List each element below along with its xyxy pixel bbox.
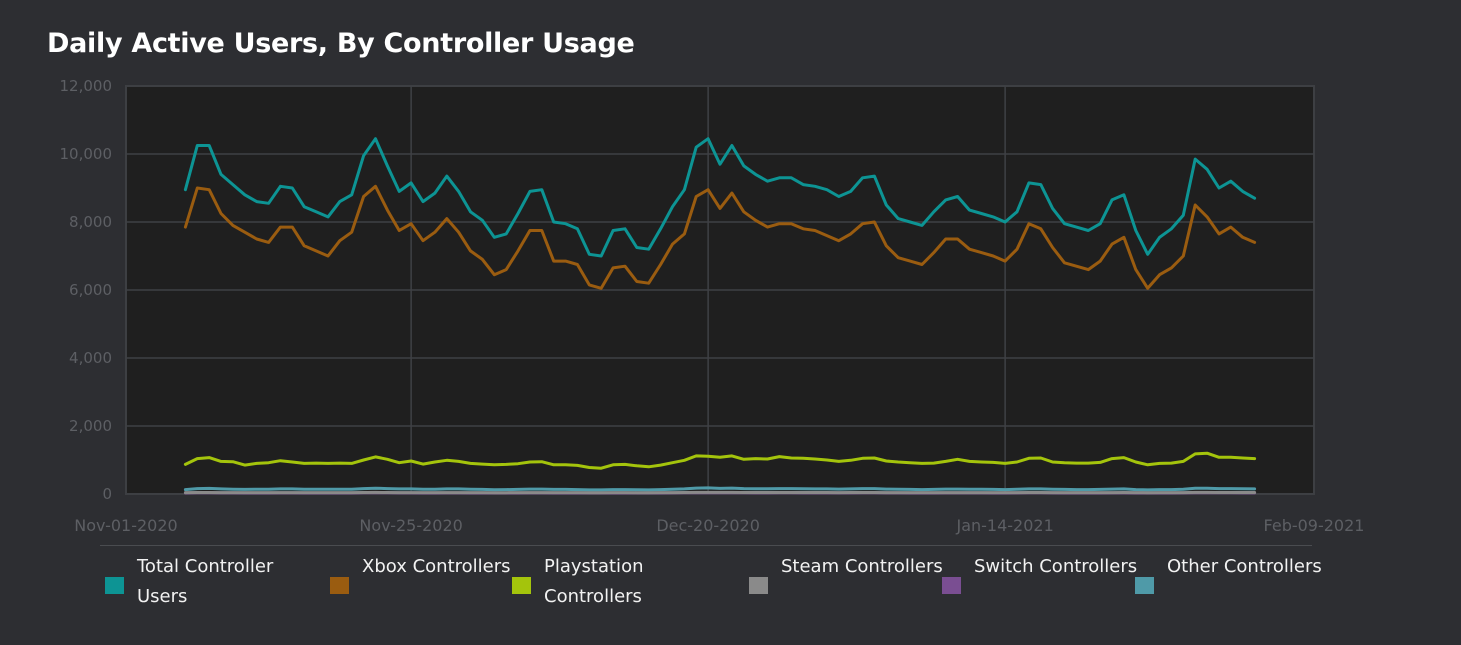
x-tick-label: Jan-14-2021 xyxy=(955,516,1053,535)
x-axis-ticks: Nov-01-2020 Nov-25-2020 Dec-20-2020 Jan-14-… xyxy=(74,516,1364,535)
chart-title: Daily Active Users, By Controller Usage xyxy=(47,28,635,59)
x-tick-label: Nov-01-2020 xyxy=(74,516,177,535)
legend-label: Playstation Controllers xyxy=(544,556,644,607)
y-tick-label: 8,000 xyxy=(69,213,112,231)
y-tick-label: 10,000 xyxy=(60,145,113,163)
legend-swatch xyxy=(330,577,349,594)
legend-label: Total Controller Users xyxy=(137,556,274,607)
series-lines xyxy=(183,137,1257,495)
series-line-other-controllers xyxy=(183,486,1257,492)
y-axis-ticks: 0 2,000 4,000 6,000 8,000 10,000 12,000 xyxy=(60,77,113,503)
y-tick-label: 0 xyxy=(102,485,112,503)
series-line-playstation-controllers xyxy=(183,451,1257,470)
legend-label: Xbox Controllers xyxy=(362,556,511,577)
x-tick-label: Nov-25-2020 xyxy=(359,516,462,535)
gridlines xyxy=(126,86,1314,494)
series-line-xbox-controllers xyxy=(183,184,1257,290)
chart-legend: Total Controller Users Xbox Controllers Pl… xyxy=(100,545,1322,607)
legend-swatch xyxy=(105,577,124,594)
y-tick-label: 12,000 xyxy=(60,77,113,95)
legend-label: Steam Controllers xyxy=(781,556,943,577)
x-tick-label: Dec-20-2020 xyxy=(656,516,760,535)
y-tick-label: 2,000 xyxy=(69,417,112,435)
legend-label: Other Controllers xyxy=(1167,556,1322,577)
legend-swatch xyxy=(942,577,961,594)
legend-swatch xyxy=(749,577,768,594)
legend-swatch xyxy=(1135,577,1154,594)
x-tick-label: Feb-09-2021 xyxy=(1264,516,1365,535)
y-tick-label: 6,000 xyxy=(69,281,112,299)
y-tick-label: 4,000 xyxy=(69,349,112,367)
series-line-total-controller-users xyxy=(183,137,1257,258)
legend-swatch xyxy=(512,577,531,594)
legend-label: Switch Controllers xyxy=(974,556,1138,577)
